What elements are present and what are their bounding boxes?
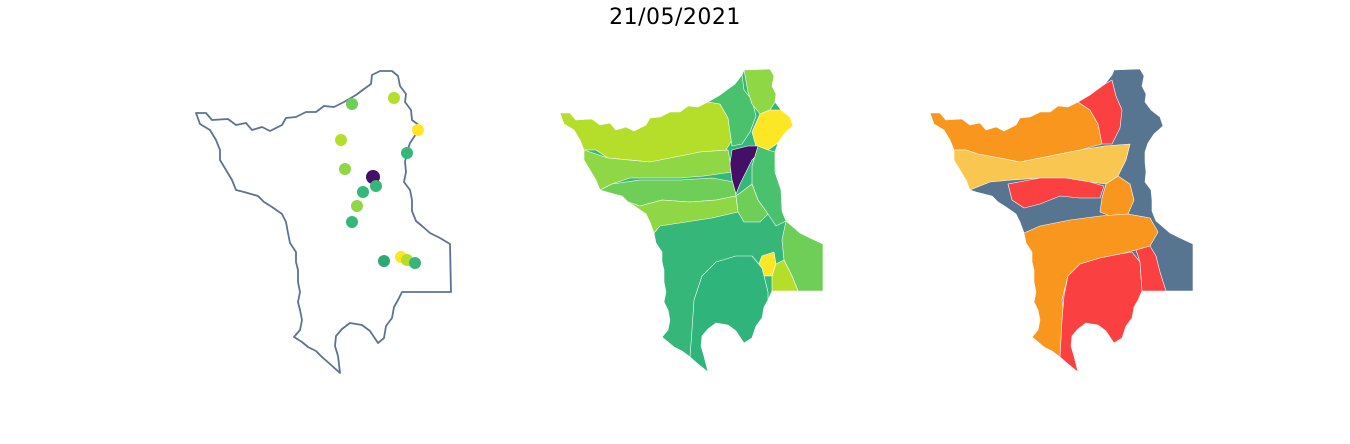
basin-polygon (1007, 177, 1105, 209)
station-point (370, 180, 382, 192)
station-point (378, 255, 390, 267)
basin-polygon (583, 149, 733, 191)
station-point (357, 186, 369, 198)
basin-polygon (1135, 245, 1167, 292)
basin-polygon (707, 74, 757, 147)
basin-polygon (689, 255, 769, 373)
basin-polygon (781, 220, 824, 292)
station-point (346, 216, 358, 228)
basin-polygon (1059, 251, 1143, 373)
station-point (351, 200, 363, 212)
station-point (346, 98, 358, 110)
station-point (335, 134, 347, 146)
region-outline (195, 70, 452, 374)
basin-polygon (729, 145, 761, 195)
basin-polygon (627, 195, 739, 234)
station-point (401, 147, 413, 159)
station-point (412, 124, 424, 136)
basin-polygon (559, 101, 733, 163)
station-point (339, 163, 351, 175)
basin-polygon (751, 109, 794, 151)
basin-map-viridis (559, 68, 824, 373)
station-map (195, 70, 452, 374)
page-title: 21/05/2021 (609, 5, 741, 30)
basin-polygon (743, 68, 777, 115)
station-point (409, 257, 421, 269)
basin-map-status (929, 68, 1194, 373)
basin-polygon (771, 259, 799, 292)
basin-polygon (735, 183, 769, 223)
station-point (388, 92, 400, 104)
basin-polygon (1077, 79, 1123, 145)
